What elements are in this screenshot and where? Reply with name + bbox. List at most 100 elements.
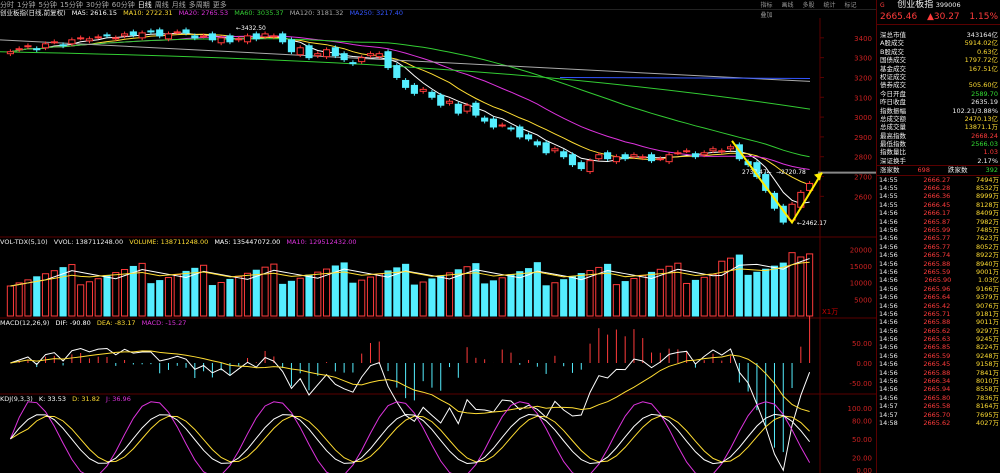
candle-body — [41, 43, 50, 49]
stat-value: 0.63亿 — [977, 47, 998, 56]
tick-row: 14:56 2665.59 9001万 — [877, 268, 1000, 276]
candle-body — [138, 32, 146, 39]
stat-label: 最低指数 — [880, 140, 906, 149]
price-axis-label: 3300 — [854, 55, 872, 63]
tick-time: 14:56 — [879, 217, 898, 226]
timeframe-tab-10[interactable]: 更多 — [212, 1, 227, 9]
tick-row: 14:56 2665.62 9297万 — [877, 327, 1000, 335]
timeframe-tab-0[interactable]: 分时 — [0, 1, 14, 9]
timeframe-tab-6[interactable]: 日线 — [137, 1, 152, 9]
candle-body — [656, 158, 664, 161]
ma-line-40 — [10, 38, 810, 158]
trend-arrow-head — [814, 172, 822, 181]
tick-price: 2665.74 — [923, 251, 951, 260]
stat-value: 505.60亿 — [968, 81, 998, 90]
timeframe-tab-9[interactable]: 多周期 — [188, 1, 210, 9]
price-axis-label: 3400 — [854, 35, 872, 43]
candle-body — [498, 124, 506, 127]
volume-bar — [604, 263, 612, 317]
volume-bar — [252, 269, 260, 317]
tick-time: 14:56 — [879, 242, 898, 251]
stat-value: 167.51亿 — [968, 64, 998, 73]
timeframe-tab-1[interactable]: 1分钟 — [17, 1, 36, 9]
tick-price: 2665.58 — [923, 402, 951, 411]
tool-button-3[interactable]: 统计 — [823, 2, 836, 9]
mid-low-annotation: 2737.47← — [742, 169, 772, 176]
tool-button-0[interactable]: 指标 — [760, 2, 773, 9]
price-change: ▲30.27 — [926, 12, 960, 22]
tool-button-1[interactable]: 画线 — [781, 2, 794, 9]
volume-bar — [366, 276, 375, 317]
tool-button-4[interactable]: 标记 — [844, 2, 857, 9]
candle-body — [507, 127, 515, 130]
ticker-tag: G — [880, 2, 885, 9]
tick-row: 14:56 2665.99 7485万 — [877, 226, 1000, 234]
tick-row: 14:55 2666.28 8532万 — [877, 184, 1000, 192]
candle-body — [226, 35, 234, 43]
volume-bar — [349, 282, 357, 317]
tick-time: 14:56 — [879, 343, 898, 352]
tick-row: 14:56 2665.64 9379万 — [877, 293, 1000, 301]
d-line — [10, 415, 810, 463]
volume-bar — [744, 274, 752, 317]
price-axis-label: 3000 — [854, 114, 872, 122]
tick-price: 2665.99 — [923, 225, 951, 234]
timeframe-tab-4[interactable]: 30分钟 — [85, 1, 109, 9]
timeframe-tab-2[interactable]: 5分钟 — [38, 1, 57, 9]
volume-bar — [41, 273, 50, 317]
high-annotation: ←3432.50 — [236, 25, 266, 32]
tool-button-2[interactable]: 多股 — [802, 2, 815, 9]
timeframe-tab-5[interactable]: 60分钟 — [111, 1, 135, 9]
quote-header: G 创业板指 399006 — [877, 0, 1000, 10]
tick-volume: 8010万 — [975, 377, 999, 386]
stat-value: 2668.24 — [971, 131, 998, 140]
stat-row: 国债成交 1797.72亿 — [877, 56, 1000, 64]
tick-price: 2665.94 — [923, 385, 951, 394]
tick-volume: 9001万 — [975, 267, 999, 276]
tick-row: 14:56 2665.74 8922万 — [877, 251, 1000, 259]
stat-row: 基金成交 167.51亿 — [877, 65, 1000, 73]
tool-button-5[interactable]: 叠加 — [760, 12, 773, 19]
candle-body — [639, 156, 647, 159]
index-name: 创业板指 — [897, 0, 934, 10]
timeframe-tab-7[interactable]: 周线 — [154, 1, 169, 9]
candle-body — [120, 33, 129, 37]
volume-bar — [164, 277, 173, 317]
stat-label: 最高指数 — [880, 131, 906, 140]
candle-body — [296, 47, 304, 56]
timeframe-tab-3[interactable]: 15分钟 — [59, 1, 83, 9]
ma20-label: MA20: 2765.53 — [178, 9, 229, 17]
candle-body — [524, 134, 533, 140]
tick-row: 14:56 2665.77 8052万 — [877, 243, 1000, 251]
stat-row: 总成交量 13871.1万 — [877, 123, 1000, 131]
candle-body — [243, 35, 252, 43]
volume-bar — [656, 268, 664, 317]
tick-list[interactable]: 14:55 2666.27 7494万 14:55 2666.28 8532万 14:55 2… — [877, 176, 1000, 428]
mid-high-annotation: →2720.78 — [776, 169, 806, 176]
tick-volume: 8532万 — [975, 184, 999, 193]
stat-label: 昨日收盘 — [880, 98, 906, 107]
candle-body — [551, 148, 559, 152]
price-axis-label: 2700 — [854, 174, 872, 182]
candle-body — [366, 53, 375, 57]
stat-row: 权证成交 — [877, 73, 1000, 81]
tick-volume: 8999万 — [975, 192, 999, 201]
stat-row: 最低指数 2566.03 — [877, 140, 1000, 148]
candle-body — [709, 148, 717, 152]
candle-body — [129, 31, 137, 36]
candle-body — [147, 30, 155, 33]
ma10-label: MA10: 2722.31 — [123, 9, 173, 17]
tick-time: 14:56 — [879, 360, 898, 369]
tick-time: 14:56 — [879, 309, 898, 318]
price-annotations: ←3432.50 2737.47← →2720.78 ←2462.17 — [236, 25, 876, 227]
tick-price: 2665.96 — [923, 284, 951, 293]
volume-bar — [94, 278, 102, 317]
tick-price: 2665.59 — [923, 351, 951, 360]
candle-body — [50, 41, 58, 44]
chart-canvas[interactable]: 3400 3300 3200 3100 3000 2900 2800 2700 2600 ←34… — [0, 18, 876, 473]
candle-body — [393, 65, 401, 78]
volume-bar — [419, 281, 427, 317]
timeframe-tab-8[interactable]: 月线 — [171, 1, 186, 9]
stat-label: 深总市值 — [880, 31, 906, 39]
tick-row: 14:56 2666.17 8409万 — [877, 209, 1000, 217]
